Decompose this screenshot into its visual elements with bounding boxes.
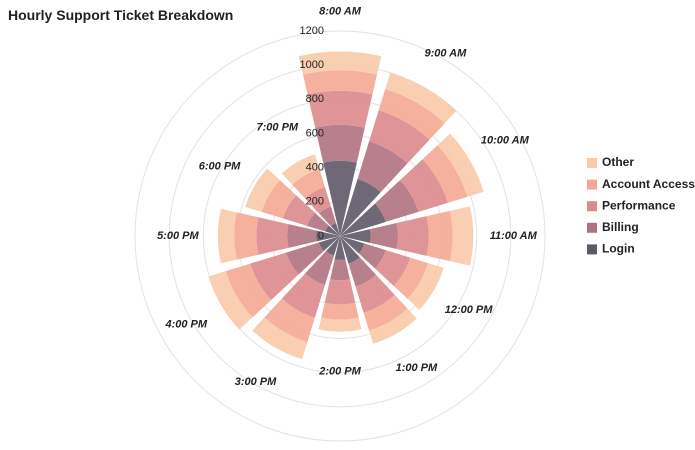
legend-label: Billing — [602, 220, 639, 234]
bar-segment — [330, 222, 340, 236]
bar-segment — [340, 236, 365, 254]
category-label: 9:00 AM — [425, 47, 468, 59]
bar-segment — [287, 224, 317, 248]
bar-segment — [316, 230, 340, 242]
bar-segment — [208, 271, 253, 330]
bar-segment — [357, 141, 408, 193]
category-label: 1:00 PM — [396, 362, 438, 374]
bar-segment — [264, 298, 315, 343]
radial-tick-label: 200 — [306, 196, 324, 208]
bar-segment — [286, 242, 324, 275]
bar-segment — [369, 223, 399, 249]
grid-circle — [134, 30, 546, 442]
bar-segment — [256, 217, 289, 255]
bar-segment — [340, 236, 360, 264]
radial-tick-label: 0 — [318, 230, 324, 242]
bar-segment — [355, 274, 395, 313]
legend-label: Other — [602, 155, 634, 169]
category-label: 7:00 PM — [257, 121, 299, 133]
bar-segment — [281, 273, 325, 318]
bar-segment — [245, 168, 280, 212]
legend-swatch — [587, 179, 597, 190]
bar-segment — [385, 72, 457, 124]
category-label: 10:00 AM — [481, 135, 530, 147]
bar-segment — [378, 89, 445, 140]
category-label: 8:00 AM — [319, 5, 362, 17]
legend-label: Performance — [602, 198, 676, 212]
bar-segment — [326, 236, 340, 256]
bar-segment — [358, 243, 386, 269]
chart-title: Hourly Support Ticket Breakdown — [8, 7, 233, 23]
bar-segment — [375, 250, 411, 287]
bar-segment — [323, 160, 357, 236]
bar-segment — [261, 180, 297, 219]
bar-segment — [334, 236, 346, 260]
bar-segment — [252, 317, 308, 360]
radial-tick-label: 400 — [306, 162, 324, 174]
bar-segment — [318, 317, 362, 332]
bar-segment — [348, 257, 377, 287]
bar-segment — [298, 51, 382, 75]
bar-segment — [426, 210, 453, 262]
bar-segment — [437, 133, 484, 197]
bar-segment — [217, 208, 237, 264]
bar-segment — [234, 212, 259, 260]
bar-segment — [307, 212, 329, 232]
bar-segment — [292, 169, 325, 199]
legend-label: Account Access — [602, 177, 695, 191]
bar-segment — [305, 251, 334, 285]
category-label: 12:00 PM — [445, 304, 494, 316]
bar-segment — [363, 294, 408, 331]
bar-segment — [449, 206, 474, 266]
bar-segment — [325, 225, 340, 236]
category-label: 5:00 PM — [157, 230, 199, 242]
category-label: 2:00 PM — [318, 366, 361, 378]
category-label: 3:00 PM — [235, 376, 277, 388]
bar-segment — [375, 180, 419, 222]
legend-label: Login — [602, 242, 635, 256]
bar-segment — [400, 159, 448, 212]
bar-segment — [330, 259, 350, 281]
bar-segment — [393, 257, 429, 299]
bar-segment — [250, 252, 299, 300]
bar-segment — [369, 308, 417, 344]
radial-tick-label: 1000 — [300, 59, 324, 71]
category-label: 11:00 AM — [490, 230, 538, 242]
category-label: 6:00 PM — [199, 160, 241, 172]
bar-segment — [281, 154, 320, 185]
bar-segment — [369, 110, 430, 164]
bar-segment — [225, 263, 272, 318]
bar-segment — [324, 279, 356, 305]
legend-swatch — [587, 222, 597, 233]
bar-segment — [305, 187, 331, 214]
bar-segment — [307, 90, 373, 128]
bar-segment — [319, 206, 336, 226]
radial-tick-label: 800 — [306, 93, 324, 105]
bar-segment — [303, 70, 377, 95]
bar-segment — [407, 263, 444, 310]
bar-segment — [318, 236, 340, 252]
bar-segment — [340, 178, 381, 236]
bar-segment — [282, 195, 315, 226]
legend-swatch — [587, 244, 597, 255]
legend-swatch — [587, 158, 597, 168]
bar-segment — [321, 302, 359, 320]
bar-segment — [396, 216, 429, 256]
bar-segment — [315, 124, 365, 163]
radial-tick-label: 1200 — [300, 25, 324, 37]
bar-segment — [340, 203, 386, 236]
category-label: 4:00 PM — [164, 319, 207, 331]
bar-segment — [340, 229, 371, 243]
radial-tick-label: 600 — [306, 127, 324, 139]
legend-swatch — [587, 201, 597, 212]
bar-segment — [422, 145, 468, 203]
